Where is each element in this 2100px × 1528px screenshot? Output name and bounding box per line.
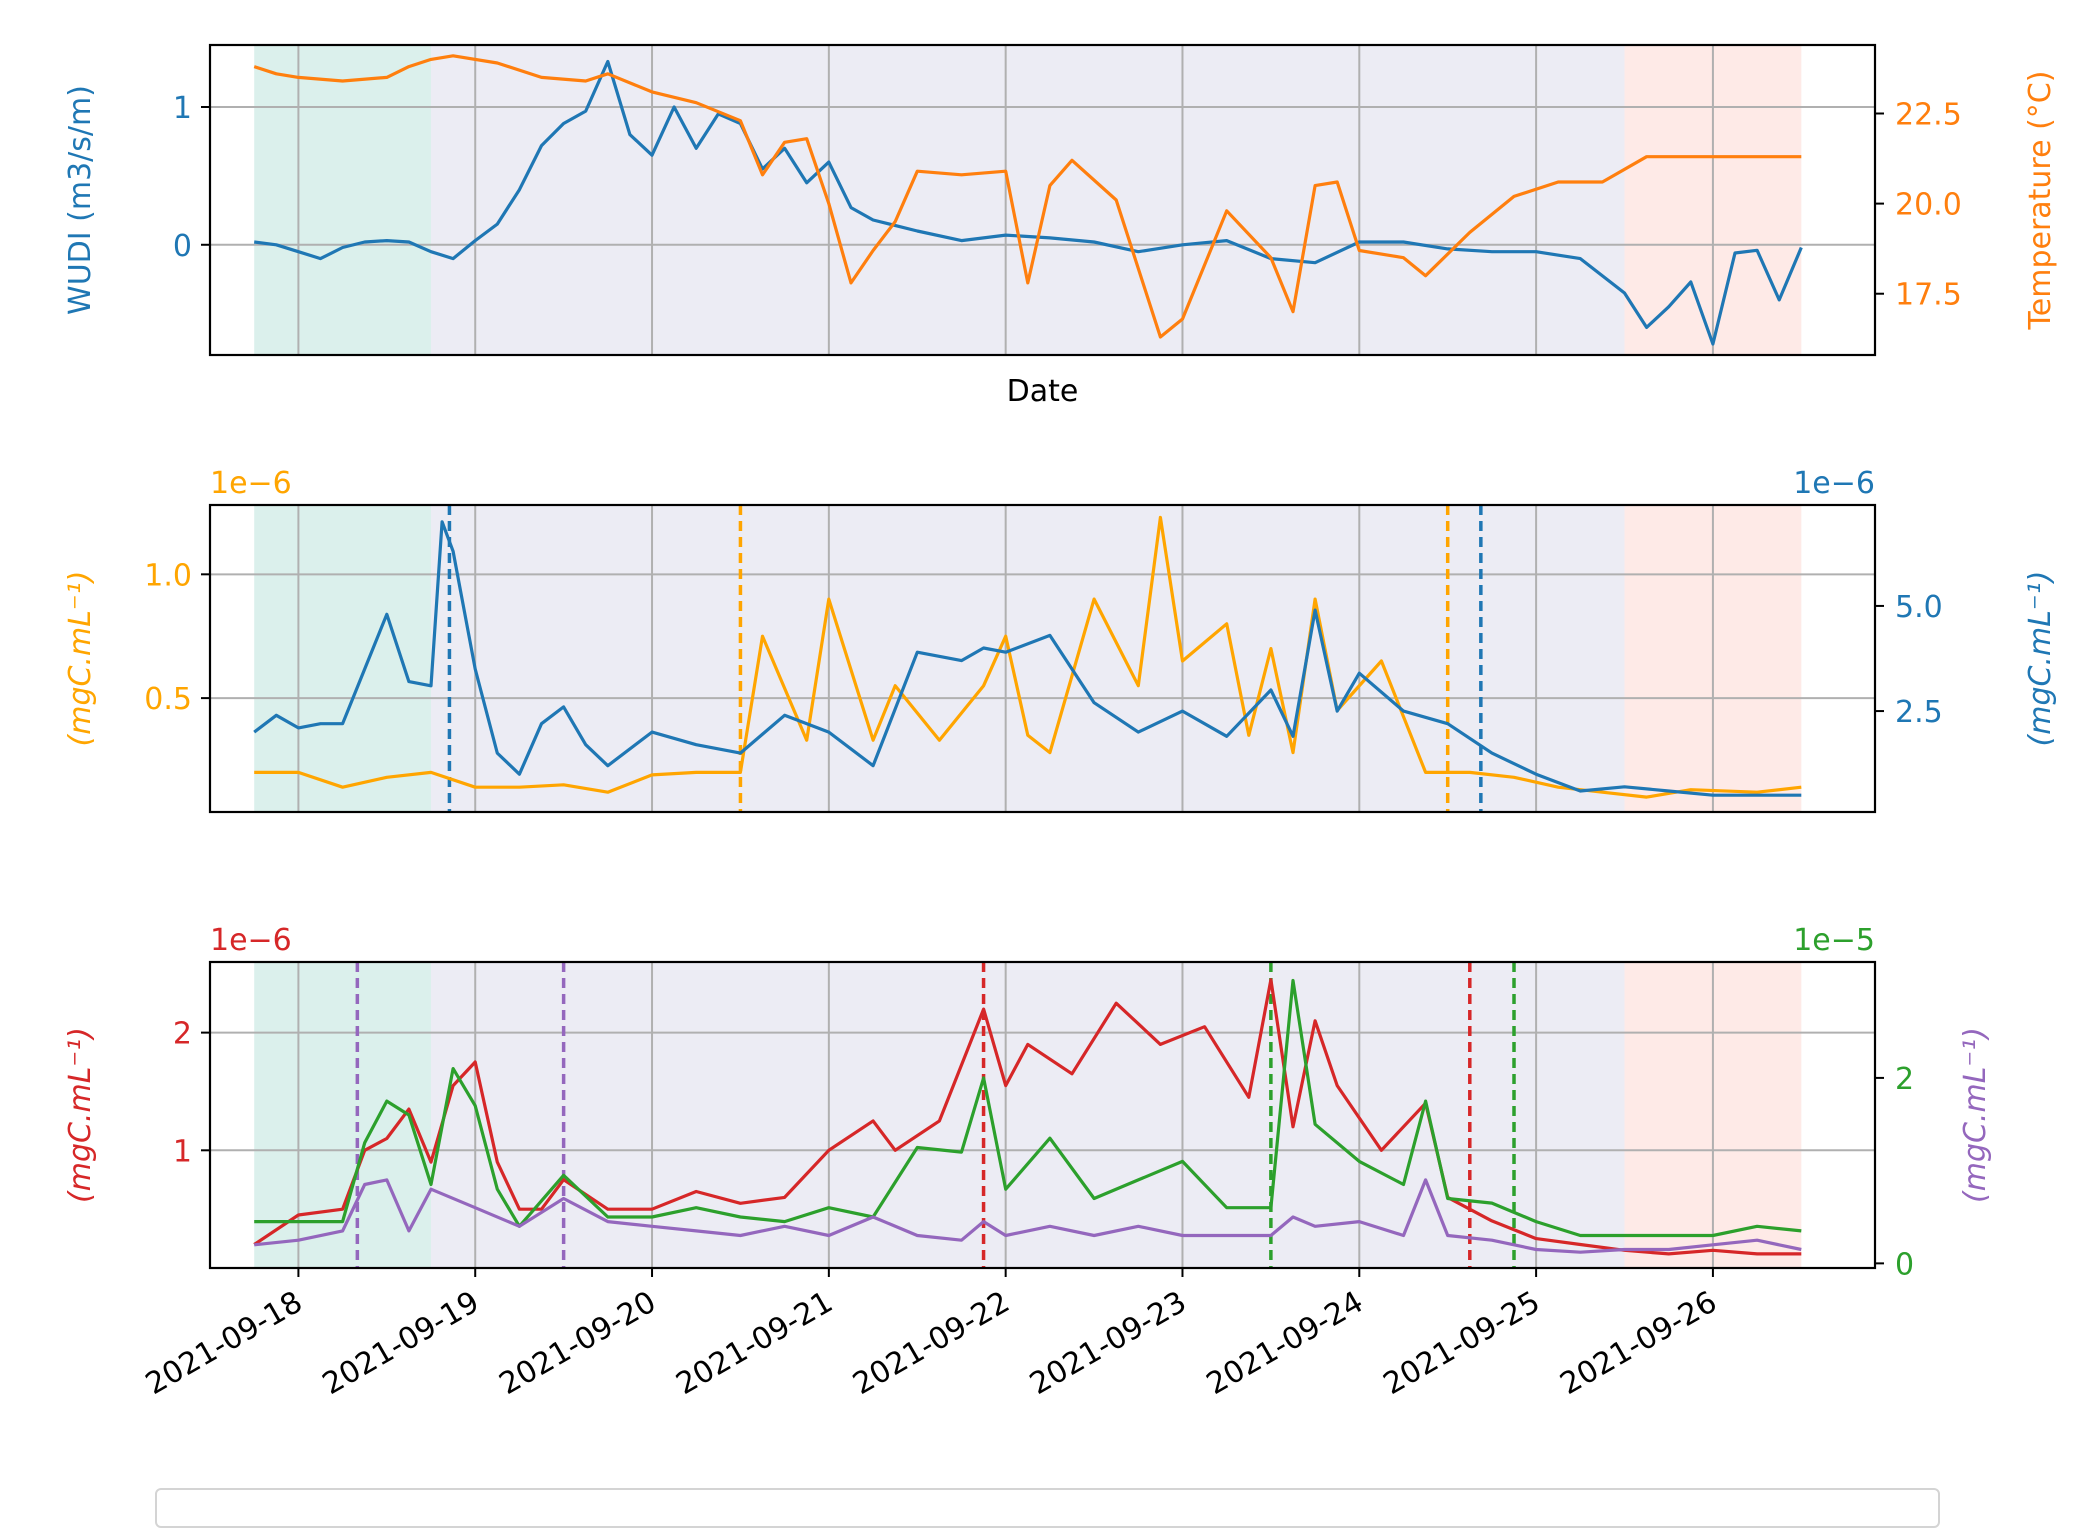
- exponent-right: 1e−5: [1793, 923, 1875, 958]
- x-tick-label: 2021-09-24: [1201, 1285, 1369, 1402]
- y2-tick-label: 22.5: [1895, 97, 1962, 132]
- y-tick-label: 0: [173, 229, 192, 264]
- y-tick-label: 0.5: [144, 682, 192, 717]
- plot-frame: [208, 960, 1877, 1270]
- series-line: [254, 1178, 1802, 1254]
- y-tick-label: 1: [173, 1134, 192, 1169]
- series-line: [254, 515, 1802, 799]
- y-tick-label: 2: [173, 1017, 192, 1052]
- series-line: [253, 54, 1802, 339]
- period-band: [431, 45, 1625, 355]
- y2-tick-label: 0: [1895, 1247, 1914, 1282]
- plot-frame: [208, 503, 1877, 814]
- x-tick-label: 2021-09-21: [670, 1285, 838, 1402]
- y-axis-label-third: (mgC.mL⁻¹): [1958, 1027, 1993, 1203]
- series-line: [254, 978, 1802, 1238]
- x-axis-label: Date: [1007, 374, 1079, 409]
- period-band: [254, 505, 432, 812]
- exponent-left: 1e−6: [210, 923, 292, 958]
- x-tick-label: 2021-09-25: [1378, 1285, 1546, 1402]
- x-tick-label: 2021-09-26: [1554, 1285, 1722, 1402]
- y2-tick-label: 2: [1895, 1062, 1914, 1097]
- series-line: [253, 59, 1803, 346]
- y-axis-label-left: (mgC.mL⁻¹): [63, 571, 98, 747]
- x-tick-label: 2021-09-20: [494, 1285, 662, 1402]
- x-tick-label: 2021-09-18: [140, 1285, 308, 1402]
- plot-frame: [208, 43, 1877, 357]
- exponent-right: 1e−6: [1793, 466, 1875, 501]
- period-band: [431, 505, 1625, 812]
- period-band: [254, 45, 432, 355]
- y-axis-label-left: WUDI (m3/s/m): [63, 85, 98, 315]
- legend-box: [155, 1488, 1940, 1528]
- y-axis-label-right: Temperature (°C): [2023, 71, 2058, 331]
- exponent-left: 1e−6: [210, 466, 292, 501]
- x-tick-label: 2021-09-19: [317, 1285, 485, 1402]
- x-tick-label: 2021-09-22: [847, 1285, 1015, 1402]
- y2-tick-label: 5.0: [1895, 590, 1943, 625]
- y-axis-label-left: (mgC.mL⁻¹): [63, 1027, 98, 1203]
- y2-tick-label: 17.5: [1895, 278, 1962, 313]
- y2-tick-label: 20.0: [1895, 188, 1962, 223]
- series-line: [253, 520, 1802, 797]
- series-line: [253, 978, 1802, 1256]
- y-tick-label: 1: [173, 91, 192, 126]
- y2-tick-label: 2.5: [1895, 695, 1943, 730]
- y-tick-label: 1.0: [144, 558, 192, 593]
- x-tick-label: 2021-09-23: [1024, 1285, 1192, 1402]
- y-axis-label-right: (mgC.mL⁻¹): [2023, 571, 2058, 747]
